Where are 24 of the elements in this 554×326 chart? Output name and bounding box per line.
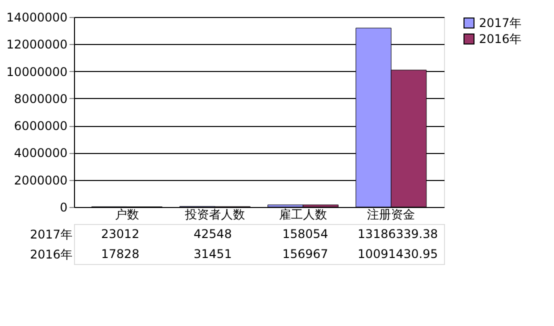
data-label: 156967 [282, 247, 328, 261]
text: 2017年 [30, 228, 72, 242]
y-tick-label: 14000000 [6, 10, 68, 24]
y-tick-label: 12000000 [6, 38, 68, 52]
x-tick-label: 户数 [114, 208, 139, 222]
legend-label: 2017年 [479, 16, 522, 30]
x-tick-label: 注册资金 [367, 208, 416, 222]
y-tick-label: 2000000 [14, 173, 68, 188]
y-tick-label: 10000000 [6, 64, 68, 79]
data-label: 158054 [282, 227, 328, 241]
y-tick-label: 8000000 [14, 92, 68, 106]
data-label: 23012 [101, 227, 140, 241]
y-tick-label: 4000000 [14, 146, 68, 160]
text: 2016年 [30, 248, 72, 262]
data-label: 17828 [101, 247, 140, 261]
y-tick-label: 6000000 [14, 119, 68, 134]
data-label: 10091430.95 [358, 247, 438, 261]
x-tick-label: 投资者人数 [184, 208, 245, 222]
legend-label: 2016年 [479, 32, 522, 46]
data-label: 42548 [194, 227, 232, 241]
data-label: 13186339.38 [358, 227, 438, 241]
y-tick-label: 0 [60, 200, 68, 214]
x-tick-label: 雇工人数 [279, 208, 328, 222]
data-label: 31451 [194, 247, 232, 261]
